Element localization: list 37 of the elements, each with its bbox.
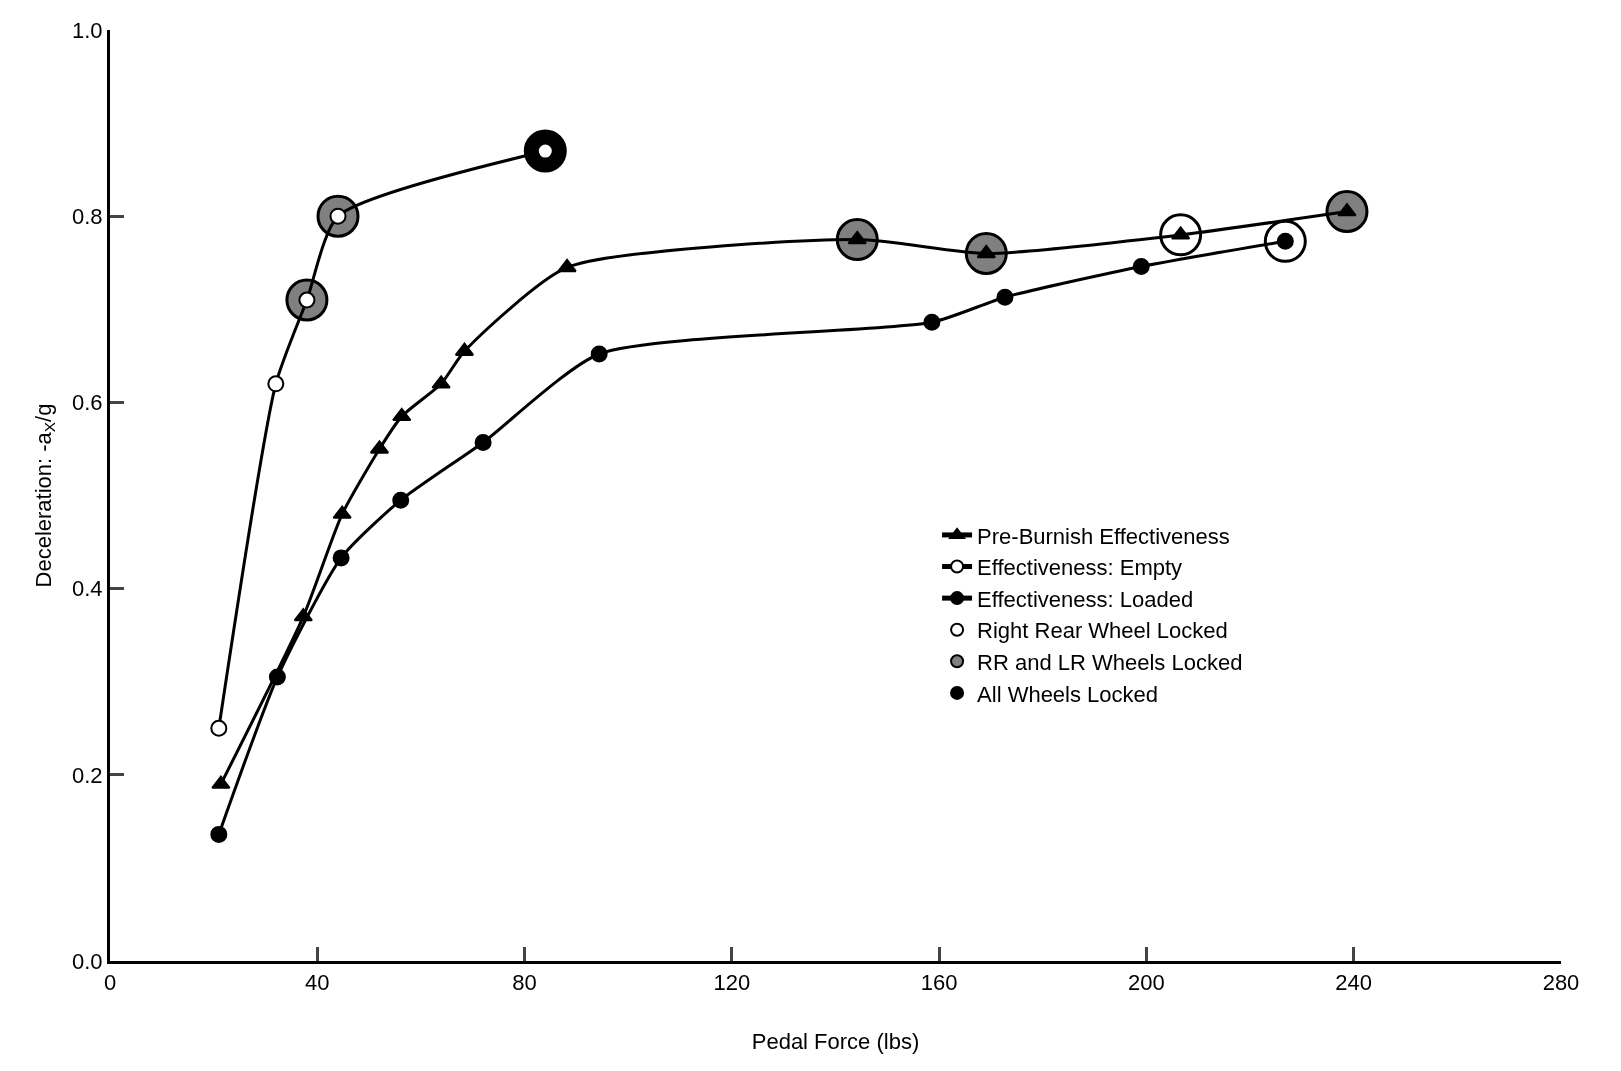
- legend-label: Right Rear Wheel Locked: [977, 618, 1228, 644]
- point: [392, 491, 410, 509]
- point: [211, 775, 231, 789]
- y-tick-label: 0.4: [72, 576, 103, 602]
- point: [474, 433, 492, 451]
- point: [1132, 257, 1150, 275]
- legend-label: Pre-Burnish Effectiveness: [977, 523, 1230, 549]
- point: [210, 719, 228, 737]
- x-tick-label: 120: [713, 970, 751, 996]
- y-tick-label: 0.8: [72, 203, 103, 229]
- point: [210, 825, 228, 843]
- legend-label: All Wheels Locked: [977, 681, 1159, 707]
- point: [267, 375, 285, 393]
- legend-label: Effectiveness: Loaded: [977, 586, 1194, 612]
- y-tick-label: 1.0: [72, 17, 103, 43]
- point: [332, 505, 352, 519]
- point: [431, 375, 451, 389]
- y-tick-label: 0.6: [72, 390, 103, 416]
- point: [590, 345, 608, 363]
- legend-label: RR and LR Wheels Locked: [977, 649, 1243, 675]
- point: [332, 549, 350, 567]
- point: [996, 288, 1014, 306]
- point: [923, 313, 941, 331]
- x-tick-label: 80: [512, 970, 537, 996]
- point: [268, 668, 286, 686]
- x-tick-label: 40: [305, 970, 330, 996]
- y-tick-label: 0.0: [72, 948, 103, 974]
- x-axis-title: Pedal Force (lbs): [751, 1029, 920, 1055]
- point: [392, 407, 412, 422]
- point: [557, 258, 577, 273]
- x-tick-label: 240: [1335, 970, 1373, 996]
- legend-label: Effectiveness: Empty: [977, 555, 1183, 581]
- x-tick-label: 160: [920, 970, 958, 996]
- x-tick-label: 200: [1128, 970, 1165, 996]
- x-tick-label: 280: [1542, 970, 1580, 996]
- y-tick-label: 0.2: [72, 762, 103, 788]
- x-tick-label: 0: [103, 970, 117, 996]
